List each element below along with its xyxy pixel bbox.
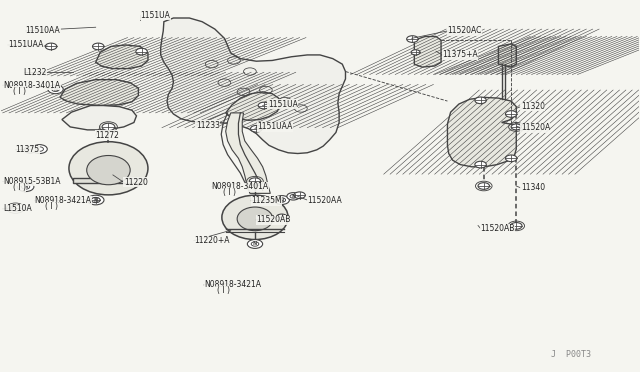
Text: 11272: 11272: [96, 131, 120, 140]
Circle shape: [249, 178, 260, 185]
Circle shape: [102, 123, 115, 131]
Text: 11235M: 11235M: [251, 196, 282, 205]
Polygon shape: [447, 97, 516, 167]
Circle shape: [411, 50, 420, 55]
Ellipse shape: [222, 195, 288, 240]
Polygon shape: [74, 177, 143, 183]
Text: 11220+A: 11220+A: [194, 236, 229, 245]
Circle shape: [287, 193, 300, 200]
Circle shape: [294, 192, 305, 199]
Text: 11520AB: 11520AB: [481, 224, 515, 233]
Circle shape: [250, 125, 262, 132]
Polygon shape: [226, 92, 280, 120]
Text: ( I ): ( I ): [45, 202, 58, 211]
Text: 11340: 11340: [521, 183, 545, 192]
Circle shape: [93, 43, 104, 50]
Text: L1510A: L1510A: [3, 204, 32, 214]
Circle shape: [478, 183, 490, 189]
Text: N: N: [280, 198, 284, 202]
Circle shape: [258, 102, 269, 109]
Text: L1232: L1232: [24, 68, 47, 77]
Text: 11520AB: 11520AB: [256, 215, 291, 224]
Text: 11520AA: 11520AA: [307, 196, 342, 205]
Circle shape: [24, 147, 36, 153]
Circle shape: [136, 48, 147, 55]
Circle shape: [276, 214, 287, 221]
Text: 11233: 11233: [196, 121, 220, 129]
Text: ( I ): ( I ): [217, 286, 230, 295]
Circle shape: [32, 145, 47, 154]
Text: 11375: 11375: [15, 145, 40, 154]
Polygon shape: [499, 44, 516, 67]
Text: ( I ): ( I ): [13, 183, 26, 192]
Polygon shape: [62, 106, 136, 130]
Circle shape: [511, 222, 522, 229]
Text: 11220: 11220: [124, 178, 148, 187]
Text: ( I ): ( I ): [13, 87, 26, 96]
Polygon shape: [414, 36, 441, 67]
Circle shape: [48, 85, 63, 94]
Circle shape: [475, 161, 486, 168]
Text: 1151UAA: 1151UAA: [8, 41, 43, 49]
Text: 11320: 11320: [521, 102, 545, 111]
Polygon shape: [161, 18, 346, 154]
Circle shape: [17, 182, 34, 192]
Circle shape: [247, 240, 262, 248]
Polygon shape: [96, 45, 148, 68]
Text: N08918-3421A: N08918-3421A: [204, 280, 261, 289]
Ellipse shape: [237, 207, 273, 231]
Circle shape: [274, 196, 289, 205]
Text: N08918-3421A: N08918-3421A: [35, 196, 92, 205]
Circle shape: [45, 43, 57, 50]
Text: 11375+A: 11375+A: [442, 51, 478, 60]
Circle shape: [511, 124, 522, 130]
Text: 1151UA: 1151UA: [140, 11, 170, 20]
Circle shape: [506, 155, 517, 161]
Circle shape: [92, 198, 100, 203]
Text: N08918-3401A: N08918-3401A: [3, 81, 60, 90]
Text: 1151UA: 1151UA: [268, 100, 298, 109]
Circle shape: [406, 36, 418, 42]
Ellipse shape: [69, 142, 148, 195]
Text: N: N: [253, 241, 257, 247]
Text: N: N: [291, 194, 296, 199]
Circle shape: [88, 195, 104, 205]
Text: 11510AA: 11510AA: [26, 26, 60, 35]
Polygon shape: [226, 113, 270, 193]
Text: N: N: [93, 198, 98, 202]
Circle shape: [475, 97, 486, 104]
Circle shape: [506, 111, 517, 117]
Text: 11520A: 11520A: [521, 123, 550, 132]
Text: N08918-3401A: N08918-3401A: [212, 182, 269, 191]
Text: N08915-53B1A: N08915-53B1A: [3, 177, 61, 186]
Text: J  P00T3: J P00T3: [550, 350, 591, 359]
Text: N: N: [53, 87, 58, 92]
Circle shape: [10, 205, 20, 211]
Text: 1151UAA: 1151UAA: [257, 122, 293, 131]
Text: N: N: [24, 184, 28, 189]
Text: ( I ): ( I ): [223, 188, 236, 197]
Polygon shape: [60, 80, 138, 106]
Text: 11520AC: 11520AC: [447, 26, 482, 35]
Ellipse shape: [86, 155, 130, 185]
